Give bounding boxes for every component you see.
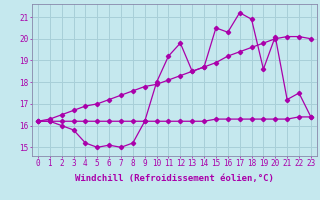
X-axis label: Windchill (Refroidissement éolien,°C): Windchill (Refroidissement éolien,°C) [75,174,274,183]
